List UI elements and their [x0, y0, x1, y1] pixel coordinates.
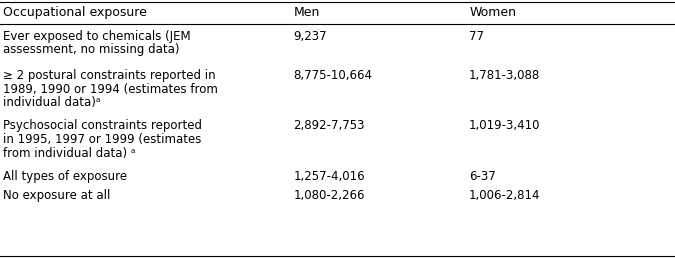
Text: in 1995, 1997 or 1999 (estimates: in 1995, 1997 or 1999 (estimates	[3, 133, 202, 146]
Text: Psychosocial constraints reported: Psychosocial constraints reported	[3, 119, 202, 133]
Text: 9,237: 9,237	[294, 30, 327, 43]
Text: assessment, no missing data): assessment, no missing data)	[3, 44, 180, 56]
Text: 6-37: 6-37	[469, 170, 496, 183]
Text: Ever exposed to chemicals (JEM: Ever exposed to chemicals (JEM	[3, 30, 191, 43]
Text: 1,781-3,088: 1,781-3,088	[469, 69, 541, 82]
Text: from individual data) ᵃ: from individual data) ᵃ	[3, 147, 136, 160]
Text: 77: 77	[469, 30, 484, 43]
Text: 1,257-4,016: 1,257-4,016	[294, 170, 365, 183]
Text: Men: Men	[294, 6, 320, 19]
Text: 1989, 1990 or 1994 (estimates from: 1989, 1990 or 1994 (estimates from	[3, 83, 218, 96]
Text: 8,775-10,664: 8,775-10,664	[294, 69, 373, 82]
Text: 1,080-2,266: 1,080-2,266	[294, 190, 365, 203]
Text: Occupational exposure: Occupational exposure	[3, 6, 147, 19]
Text: individual data)ᵃ: individual data)ᵃ	[3, 96, 101, 109]
Text: All types of exposure: All types of exposure	[3, 170, 128, 183]
Text: 2,892-7,753: 2,892-7,753	[294, 119, 365, 133]
Text: 1,006-2,814: 1,006-2,814	[469, 190, 541, 203]
Text: No exposure at all: No exposure at all	[3, 190, 111, 203]
Text: ≥ 2 postural constraints reported in: ≥ 2 postural constraints reported in	[3, 69, 216, 82]
Text: 1,019-3,410: 1,019-3,410	[469, 119, 541, 133]
Text: Women: Women	[469, 6, 516, 19]
